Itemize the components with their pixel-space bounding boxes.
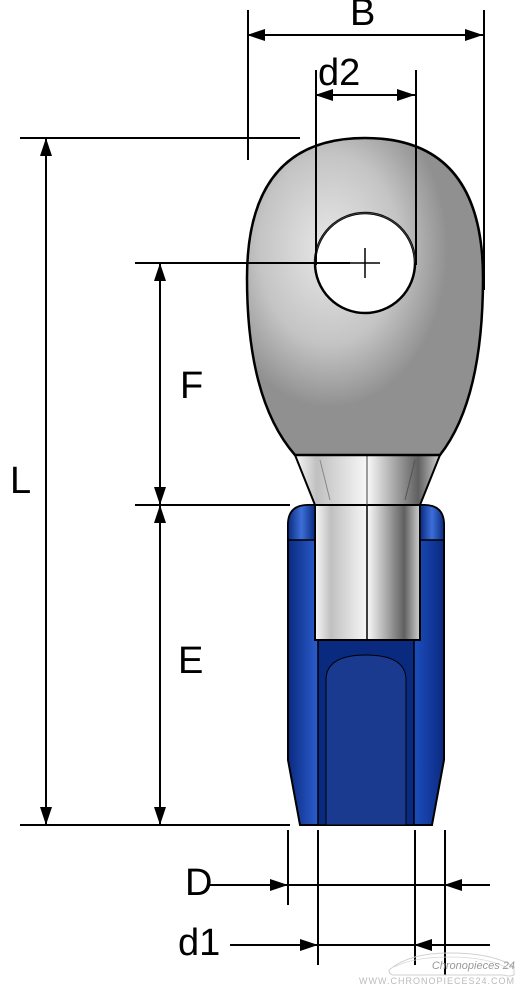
label-f: F bbox=[180, 365, 203, 408]
dim-l-arrow-up bbox=[40, 138, 52, 156]
dim-d1-ext-left bbox=[317, 830, 319, 965]
label-d2: d2 bbox=[318, 52, 360, 95]
dim-l-arrow-down bbox=[40, 807, 52, 825]
dim-d2-arrow-right bbox=[397, 89, 415, 101]
dim-d-arrow-left bbox=[270, 879, 288, 891]
dim-d1-arrow-left bbox=[300, 939, 318, 951]
label-b: B bbox=[350, 0, 375, 35]
dim-f-line bbox=[159, 263, 161, 505]
dim-d2-ext-left bbox=[315, 70, 317, 265]
dim-f-ext-top bbox=[135, 262, 350, 264]
terminal-diagram: B d2 L F E D d1 Chronopieces 24 WWW.CHRO… bbox=[0, 0, 521, 1000]
dim-b-ext-right bbox=[483, 10, 485, 290]
dim-f-arrow-up bbox=[154, 263, 166, 281]
label-d1: d1 bbox=[178, 922, 220, 965]
dim-l-line bbox=[45, 138, 47, 825]
label-l: L bbox=[10, 460, 31, 503]
dim-e-arrow-down bbox=[154, 807, 166, 825]
dim-d-ext-left bbox=[287, 830, 289, 905]
dim-b-arrow-right bbox=[465, 29, 483, 41]
dim-f-arrow-down bbox=[154, 487, 166, 505]
dim-e-line bbox=[159, 505, 161, 825]
label-e: E bbox=[178, 640, 203, 683]
dim-d2-ext-right bbox=[415, 70, 417, 265]
terminal-shape bbox=[0, 0, 521, 1000]
dim-e-arrow-up bbox=[154, 505, 166, 523]
dim-b-arrow-left bbox=[247, 29, 265, 41]
watermark-url: WWW.CHRONOPIECES24.COM bbox=[359, 976, 515, 986]
watermark-text: Chronopieces 24 bbox=[432, 960, 515, 972]
label-d: D bbox=[185, 862, 212, 905]
dim-l-ext-top bbox=[20, 137, 300, 139]
dim-d-arrow-right bbox=[444, 879, 462, 891]
